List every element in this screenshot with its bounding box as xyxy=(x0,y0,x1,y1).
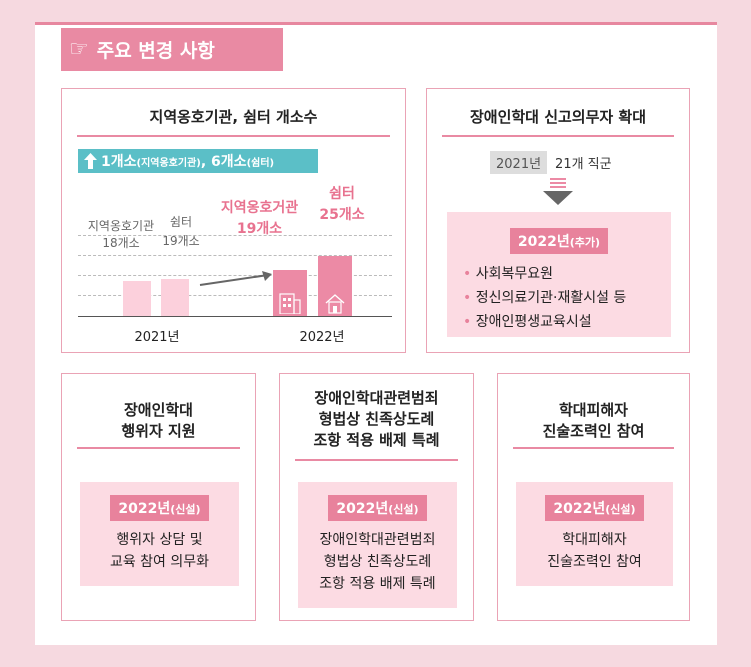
increase-main: 1개소 xyxy=(101,154,137,170)
statement-assistant-box: 학대피해자 진술조력인 참여 2022년(신설) 학대피해자 진술조력인 참여 xyxy=(497,373,690,621)
statement-assistant-title-1: 학대피해자 xyxy=(558,401,628,419)
bullet-icon: • xyxy=(463,266,476,282)
pointing-hand-icon: ☞ xyxy=(69,37,89,62)
new-badge: 2022년(신설) xyxy=(545,495,644,521)
facility-count-title: 지역옹호기관, 쉼터 개소수 xyxy=(149,108,318,126)
label-2022-shelter-name: 쉼터 xyxy=(329,186,355,202)
bullet-icon: • xyxy=(463,290,476,306)
up-arrow-icon xyxy=(84,153,97,169)
statement-assistant-text-1: 학대피해자 xyxy=(562,532,627,548)
label-2021-agency-name: 지역옹호기관 xyxy=(87,219,155,233)
perpetrator-support-text-2: 교육 참여 의무화 xyxy=(109,554,210,570)
perpetrator-support-title-1: 장애인학대 xyxy=(123,401,193,419)
new-badge-sub: (신설) xyxy=(605,503,636,516)
year-2021-text: 21개 직군 xyxy=(555,157,612,172)
addition-list: • 사회복무요원 • 정신의료기관·재활시설 등 • 장애인평생교육시설 xyxy=(463,262,671,334)
kinship-exception-title-2: 형법상 친족상도례 xyxy=(318,410,435,428)
label-2021-shelter-count: 19개소 xyxy=(162,234,200,248)
perpetrator-support-box: 장애인학대 행위자 지원 2022년(신설) 행위자 상담 및 교육 참여 의무… xyxy=(61,373,256,621)
reporter-expansion-title: 장애인학대 신고의무자 확대 xyxy=(469,108,647,126)
year-2021-badge: 2021년 xyxy=(490,151,548,174)
reporter-expansion-box: 장애인학대 신고의무자 확대 2021년 21개 직군 2022년(추가) • … xyxy=(426,88,690,353)
title-underline xyxy=(513,447,674,449)
year-2021-row: 2021년 21개 직군 xyxy=(490,151,612,174)
x-label-2022: 2022년 xyxy=(299,330,345,345)
addition-badge-sub: (추가) xyxy=(569,236,601,249)
label-2021-shelter: 쉼터 19개소 xyxy=(154,214,208,250)
addition-list-item-text: 사회복무요원 xyxy=(475,266,553,282)
new-badge-year: 2022년 xyxy=(118,501,171,517)
bar-2021-shelter xyxy=(161,279,189,316)
statement-assistant-title-2: 진술조력인 참여 xyxy=(542,422,645,440)
section-title: 주요 변경 사항 xyxy=(96,40,215,62)
kinship-exception-title-1: 장애인학대관련범죄 xyxy=(314,389,439,407)
label-2021-agency-count: 18개소 xyxy=(102,236,140,250)
addition-badge-year: 2022년 xyxy=(517,234,570,250)
increase-mid: , 6개소 xyxy=(200,154,247,170)
facility-bar-chart xyxy=(78,235,392,317)
house-icon xyxy=(325,294,345,314)
statement-assistant-panel: 2022년(신설) 학대피해자 진술조력인 참여 xyxy=(516,482,673,586)
new-badge: 2022년(신설) xyxy=(110,495,209,521)
label-2021-agency: 지역옹호기관 18개소 xyxy=(76,218,166,252)
bar-2022-shelter xyxy=(318,256,352,316)
title-underline xyxy=(77,447,240,449)
label-2022-shelter-count: 25개소 xyxy=(319,207,365,223)
kinship-exception-box: 장애인학대관련범죄 형법상 친족상도례 조항 적용 배제 특례 2022년(신설… xyxy=(279,373,474,621)
addition-panel: 2022년(추가) • 사회복무요원 • 정신의료기관·재활시설 등 • 장애인평생… xyxy=(447,212,671,337)
addition-badge: 2022년(추가) xyxy=(509,228,609,254)
increase-sub1: (지역옹호기관) xyxy=(136,157,201,169)
addition-list-item-text: 정신의료기관·재활시설 등 xyxy=(475,290,627,306)
trend-arrow-icon xyxy=(199,271,272,286)
title-underline xyxy=(77,135,390,137)
bullet-icon: • xyxy=(463,314,476,330)
label-2021-shelter-name: 쉼터 xyxy=(169,215,193,229)
kinship-exception-text-1: 장애인학대관련범죄 xyxy=(319,532,436,548)
increase-banner: 1개소 (지역옹호기관), 6개소 (쉼터) xyxy=(78,149,318,173)
facility-count-box: 지역옹호기관, 쉼터 개소수 1개소 (지역옹호기관), 6개소 (쉼터) 지역옹호… xyxy=(61,88,406,353)
building-icon xyxy=(279,293,301,314)
addition-list-item: • 사회복무요원 xyxy=(463,262,671,286)
new-badge-year: 2022년 xyxy=(553,501,606,517)
title-underline xyxy=(442,135,674,137)
new-badge-year: 2022년 xyxy=(336,501,389,517)
label-2022-shelter: 쉼터 25개소 xyxy=(312,185,372,225)
addition-list-item: • 장애인평생교육시설 xyxy=(463,310,671,334)
perpetrator-support-panel: 2022년(신설) 행위자 상담 및 교육 참여 의무화 xyxy=(80,482,239,586)
statement-assistant-text-2: 진술조력인 참여 xyxy=(547,554,642,570)
addition-list-item-text: 장애인평생교육시설 xyxy=(475,314,592,330)
new-badge-sub: (신설) xyxy=(170,503,201,516)
bar-2021-agency xyxy=(123,281,151,316)
perpetrator-support-title-2: 행위자 지원 xyxy=(121,422,196,440)
section-title-tag: ☞ 주요 변경 사항 xyxy=(61,28,283,71)
kinship-exception-title-3: 조항 적용 배제 특례 xyxy=(313,431,440,449)
label-2022-agency-count: 19개소 xyxy=(236,221,283,237)
kinship-exception-panel: 2022년(신설) 장애인학대관련범죄 형법상 친족상도례 조항 적용 배제 특… xyxy=(298,482,457,608)
addition-list-item: • 정신의료기관·재활시설 등 xyxy=(463,286,671,310)
title-underline xyxy=(295,459,458,461)
increase-sub2: (쉼터) xyxy=(246,157,275,169)
bar-2022-agency xyxy=(273,270,307,316)
label-2022-agency-name: 지역옹호거관 xyxy=(220,200,299,216)
new-badge: 2022년(신설) xyxy=(328,495,427,521)
label-2022-agency: 지역옹호거관 19개소 xyxy=(202,199,317,239)
kinship-exception-text-3: 조항 적용 배제 특례 xyxy=(319,576,436,592)
perpetrator-support-text-1: 행위자 상담 및 xyxy=(116,532,203,548)
kinship-exception-text-2: 형법상 친족상도례 xyxy=(323,554,432,570)
down-arrow-icon xyxy=(543,178,573,205)
x-label-2021: 2021년 xyxy=(134,330,180,345)
new-badge-sub: (신설) xyxy=(388,503,419,516)
